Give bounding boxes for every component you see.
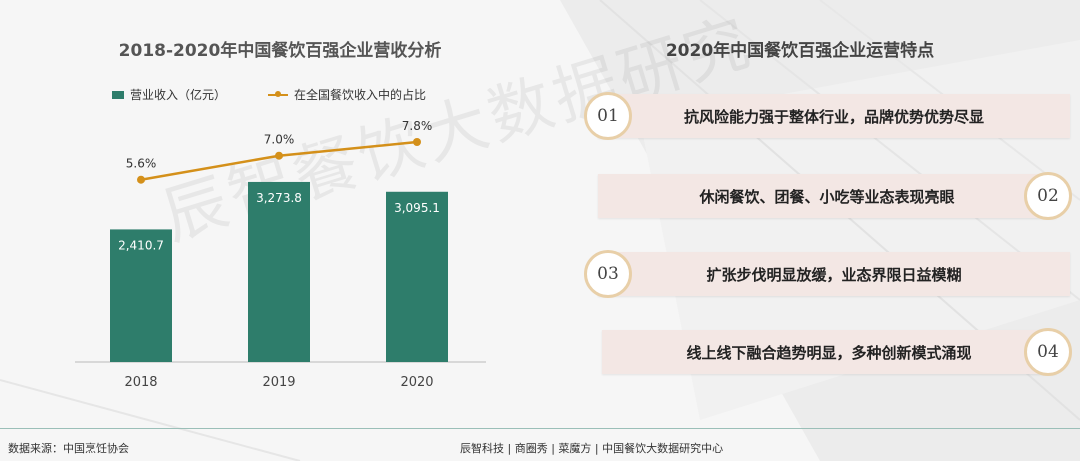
share-point-2019 [275,151,283,160]
feature-text-4: 线上线下融合趋势明显，多种创新模式涌现 [686,343,972,362]
footer-credits: 辰智科技 | 商圈秀 | 菜魔方 | 中国餐饮大数据研究中心 [460,442,724,455]
chart-title: 2018-2020年中国餐饮百强企业营收分析 [118,41,442,61]
legend-item-share: 在全国餐饮收入中的占比 [268,86,426,103]
x-tick-2018: 2018 [124,375,157,390]
feature-number-3: 03 [584,250,632,298]
legend-label-revenue: 营业收入（亿元） [130,88,227,102]
features-title: 2020年中国餐饮百强企业运营特点 [665,41,935,61]
bar-2019 [248,181,310,362]
bar-2020 [386,191,448,362]
share-label-2018: 5.6% [126,157,157,171]
feature-box-2: 休闲餐饮、团餐、小吃等业态表现亮眼 [598,174,1056,218]
share-point-2018 [137,175,145,184]
bar-2018 [110,229,172,362]
share-line [140,140,418,181]
data-source: 数据来源：中国烹饪协会 [8,442,129,455]
feature-text-3: 扩张步伐明显放缓，业态界限日益模糊 [706,265,962,284]
bar-label-2019: 3,273.8 [256,191,302,205]
feature-box-4: 线上线下融合趋势明显，多种创新模式涌现 [602,330,1056,374]
x-tick-2020: 2020 [400,375,433,390]
feature-number-1: 01 [584,92,632,140]
feature-number-4: 04 [1024,328,1072,376]
share-point-2020 [413,138,421,146]
footer-divider [0,428,1080,429]
legend-label-share: 在全国餐饮收入中的占比 [294,88,427,102]
chart-legend: 营业收入（亿元） 在全国餐饮收入中的占比 [112,86,468,103]
share-label-2019: 7.0% [264,133,295,147]
feature-box-1: 抗风险能力强于整体行业，品牌优势优势尽显 [598,94,1070,138]
legend-line-swatch [268,90,289,97]
feature-box-3: 扩张步伐明显放缓，业态界限日益模糊 [598,252,1070,296]
feature-number-2: 02 [1024,172,1072,220]
revenue-chart: 2,410.7 2018 3,273.8 2019 3,095.1 2020 5.6% 7.0… [75,119,486,390]
feature-text-2: 休闲餐饮、团餐、小吃等业态表现亮眼 [699,187,955,206]
feature-text-1: 抗风险能力强于整体行业，品牌优势优势尽显 [683,107,984,126]
legend-bar-swatch [112,90,124,99]
bar-label-2018: 2,410.7 [118,238,164,252]
legend-item-revenue: 营业收入（亿元） [112,86,226,103]
share-label-2020: 7.8% [402,119,433,133]
bar-label-2020: 3,095.1 [394,201,440,215]
x-tick-2019: 2019 [262,375,295,390]
